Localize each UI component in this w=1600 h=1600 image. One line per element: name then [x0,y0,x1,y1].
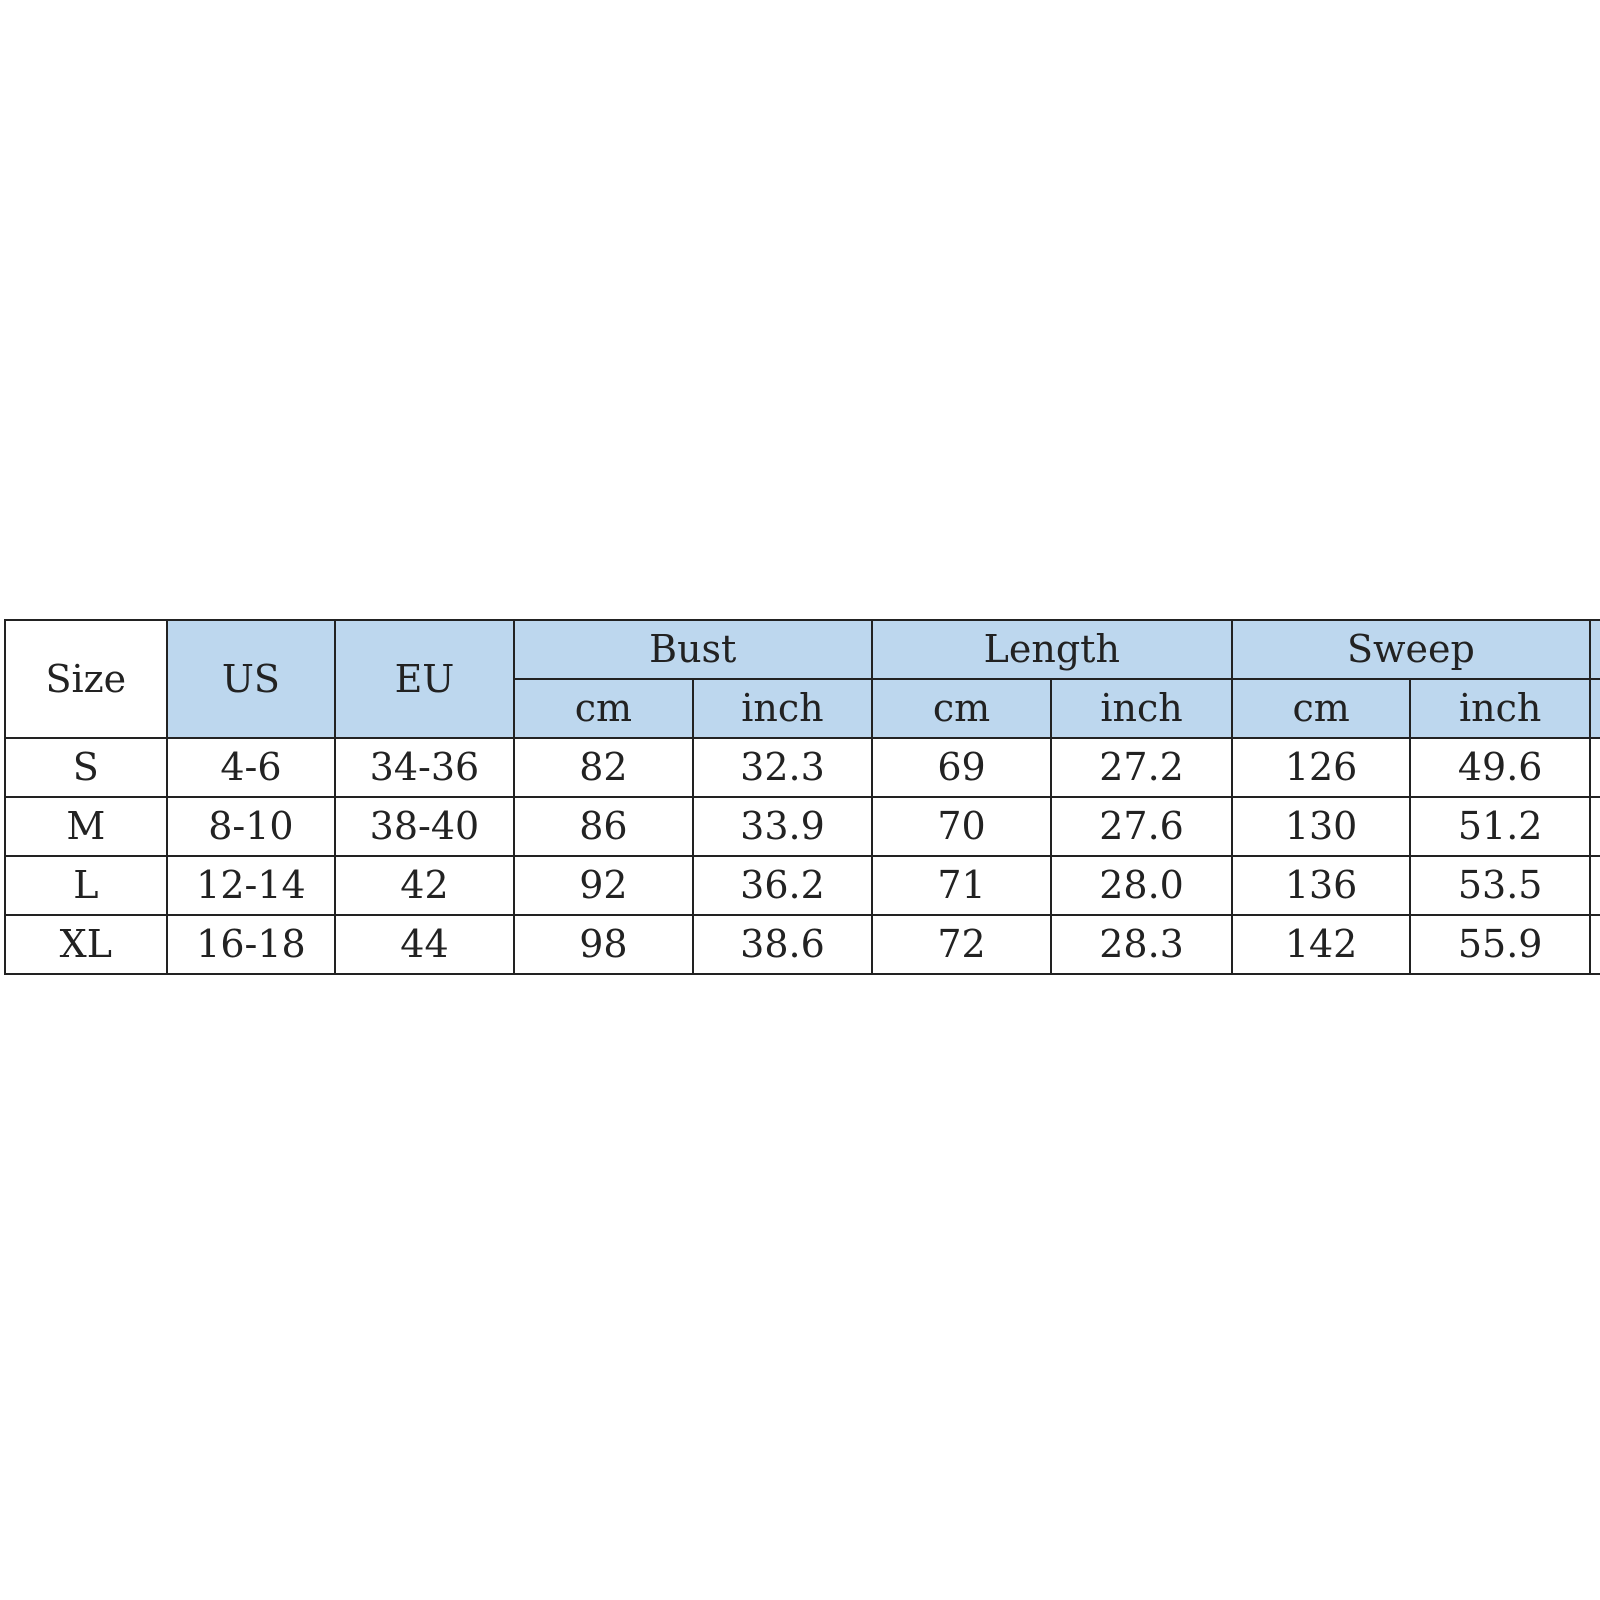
table-cell: 27.2 [1050,737,1233,798]
table-cell: 142 [1230,914,1412,975]
table-row: M 8-10 38-40 86 33.9 70 27.6 130 51.2 [4,796,1600,857]
table-cell: 33.9 [692,796,873,857]
header-unit: inch [1409,678,1591,739]
table-cell: 72 [870,914,1053,975]
table-cell: 38-40 [334,796,515,857]
table-cell: 69 [870,737,1053,798]
table-cell: 27.6 [1050,796,1233,857]
table-cell: 28.3 [1050,914,1233,975]
header-us: US [165,619,337,739]
table-cell: L [4,855,168,916]
header-extra [1588,678,1600,739]
header-unit: inch [692,678,873,739]
table-cell-extra [1588,796,1600,857]
table-cell: 130 [1230,796,1412,857]
header-eu: EU [334,619,515,739]
table-cell: 82 [512,737,695,798]
table-cell: 44 [334,914,515,975]
table-cell-extra [1588,737,1600,798]
table-cell: XL [4,914,168,975]
table-cell: 136 [1230,855,1412,916]
table-row: XL 16-18 44 98 38.6 72 28.3 142 55.9 [4,914,1600,975]
table-cell: 70 [870,796,1053,857]
table-cell: 126 [1230,737,1412,798]
table-cell-extra [1588,855,1600,916]
table-cell: 12-14 [165,855,337,916]
table-cell: 51.2 [1409,796,1591,857]
table-cell: 42 [334,855,515,916]
header-unit: cm [512,678,695,739]
size-chart-table: Size US EU Bust Length Sweep cm inch cm … [4,619,1600,975]
header-unit: inch [1050,678,1233,739]
table-cell: 92 [512,855,695,916]
table-cell: 38.6 [692,914,873,975]
table-cell: 16-18 [165,914,337,975]
header-row-groups: Size US EU Bust Length Sweep [4,619,1600,739]
header-unit: cm [870,678,1053,739]
table-cell: 49.6 [1409,737,1591,798]
table-cell: 34-36 [334,737,515,798]
table-row: L 12-14 42 92 36.2 71 28.0 136 53.5 [4,855,1600,916]
table-cell: 71 [870,855,1053,916]
header-unit: cm [1230,678,1412,739]
table-cell: 4-6 [165,737,337,798]
table-cell: 55.9 [1409,914,1591,975]
table-cell: 36.2 [692,855,873,916]
table-cell: 8-10 [165,796,337,857]
table-cell: 28.0 [1050,855,1233,916]
table-cell: S [4,737,168,798]
table-cell: M [4,796,168,857]
header-sweep: Sweep [1230,619,1591,680]
header-row-units: cm inch cm inch cm inch [5,678,1600,739]
table-cell: 98 [512,914,695,975]
table-cell-extra [1588,914,1600,975]
table-cell: 86 [512,796,695,857]
header-size: Size [4,619,168,739]
header-extra [1588,619,1600,680]
header-length: Length [870,619,1233,680]
header-bust: Bust [512,619,873,680]
table-cell: 32.3 [692,737,873,798]
table-row: S 4-6 34-36 82 32.3 69 27.2 126 49.6 [4,737,1600,798]
table-cell: 53.5 [1409,855,1591,916]
